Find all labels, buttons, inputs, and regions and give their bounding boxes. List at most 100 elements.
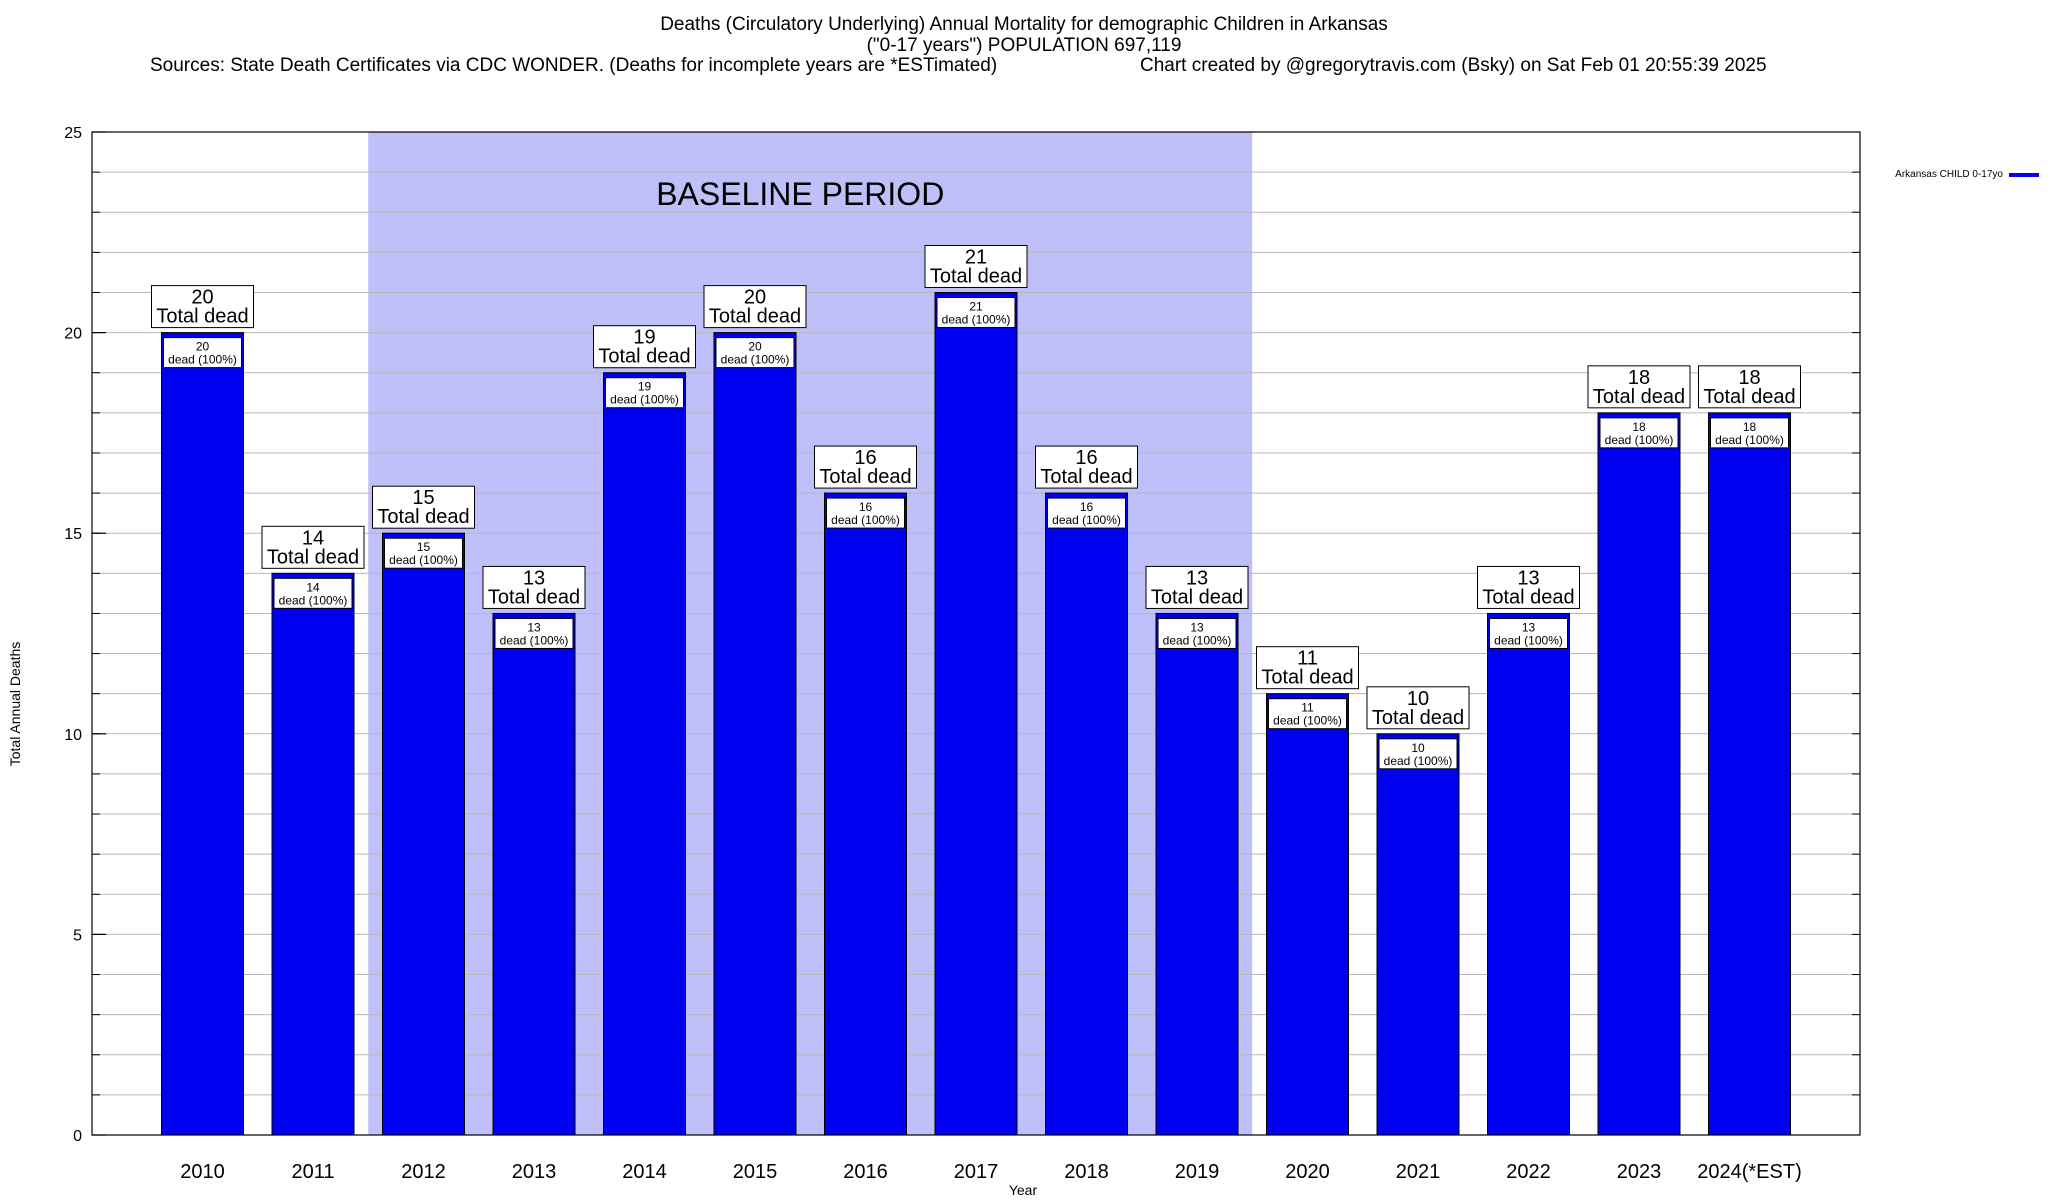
bar-inner-label: dead (100%) xyxy=(610,393,679,407)
total-value-label: 18 xyxy=(1628,367,1650,389)
bar-inner-label: dead (100%) xyxy=(721,353,790,367)
total-dead-label: Total dead xyxy=(377,506,469,528)
bar xyxy=(1155,612,1239,1136)
total-label-box xyxy=(482,565,586,609)
total-value-label: 11 xyxy=(1297,648,1318,670)
bar-inner-label-box xyxy=(1710,417,1789,449)
total-value-label: 16 xyxy=(1075,447,1097,469)
bar xyxy=(161,332,244,1136)
bar xyxy=(603,372,686,1136)
x-tick-label: 2023 xyxy=(1617,1161,1662,1183)
bar-inner-label-box xyxy=(826,497,905,529)
total-label-box xyxy=(1035,445,1138,489)
bar-inner-value: 13 xyxy=(527,620,541,634)
x-tick-label: 2014 xyxy=(622,1161,667,1183)
total-value-label: 20 xyxy=(744,287,766,309)
total-dead-label: Total dead xyxy=(1703,386,1795,408)
bar-inner-value: 13 xyxy=(1522,620,1536,634)
bar xyxy=(934,291,1018,1136)
total-label-box xyxy=(1145,565,1249,609)
bar-inner-value: 16 xyxy=(1080,500,1094,514)
bar-inner-label: dead (100%) xyxy=(279,593,348,607)
legend-label: Arkansas CHILD 0-17yo xyxy=(1895,169,2003,180)
x-tick-label: 2018 xyxy=(1064,1161,1109,1183)
x-tick-label: 2013 xyxy=(512,1161,557,1183)
x-tick-label: 2024(*EST) xyxy=(1697,1161,1802,1183)
x-tick-label: 2022 xyxy=(1506,1161,1551,1183)
bar-inner-label: dead (100%) xyxy=(942,312,1011,326)
title-line-2: ("0-17 years") POPULATION 697,119 xyxy=(866,35,1182,56)
total-value-label: 20 xyxy=(191,287,213,309)
bar-inner-label-box xyxy=(936,296,1016,328)
total-value-label: 13 xyxy=(523,567,545,589)
total-label-box xyxy=(1366,686,1470,730)
baseline-period-label: BASELINE PERIOD xyxy=(656,176,944,212)
x-tick-label: 2015 xyxy=(733,1161,778,1183)
total-dead-label: Total dead xyxy=(930,265,1022,287)
x-axis-label: Year xyxy=(1008,1182,1038,1198)
bar-inner-label: dead (100%) xyxy=(831,513,900,527)
bar xyxy=(1487,612,1570,1136)
total-dead-label: Total dead xyxy=(1372,707,1464,729)
total-value-label: 13 xyxy=(1517,567,1539,589)
legend-swatch xyxy=(2009,173,2039,177)
bar-inner-label: dead (100%) xyxy=(1715,433,1784,447)
total-value-label: 16 xyxy=(854,447,876,469)
bar xyxy=(1708,412,1791,1136)
bar xyxy=(824,492,907,1136)
x-tick-label: 2011 xyxy=(291,1161,334,1183)
credit-note: Chart created by @gregorytravis.com (Bsk… xyxy=(1140,55,1767,76)
x-tick-label: 2021 xyxy=(1396,1161,1441,1183)
bar xyxy=(1376,733,1460,1136)
bar-inner-value: 18 xyxy=(1632,420,1646,434)
total-dead-label: Total dead xyxy=(1593,386,1685,408)
total-label-box xyxy=(703,285,807,329)
total-dead-label: Total dead xyxy=(598,346,690,368)
total-dead-label: Total dead xyxy=(819,466,911,488)
bar-inner-value: 14 xyxy=(306,580,320,594)
y-tick-label: 15 xyxy=(64,526,82,543)
total-label-box xyxy=(1698,365,1801,409)
bar xyxy=(1045,492,1128,1136)
bar-inner-value: 19 xyxy=(638,380,652,394)
x-tick-label: 2010 xyxy=(180,1161,225,1183)
bar-inner-label: dead (100%) xyxy=(1494,633,1563,647)
bar-inner-label: dead (100%) xyxy=(500,633,569,647)
bar-inner-label-box xyxy=(163,337,242,369)
total-label-box xyxy=(1587,365,1691,409)
x-tick-label: 2017 xyxy=(954,1161,999,1183)
total-label-box xyxy=(814,445,917,489)
y-tick-label: 10 xyxy=(64,727,82,744)
y-tick-label: 5 xyxy=(73,927,82,944)
bar-inner-value: 20 xyxy=(748,340,762,354)
total-value-label: 18 xyxy=(1738,367,1760,389)
total-value-label: 14 xyxy=(302,527,324,549)
total-label-box xyxy=(1477,565,1580,609)
bar-inner-label-box xyxy=(605,377,684,409)
bar-inner-label-box xyxy=(1489,617,1568,649)
bar-inner-label: dead (100%) xyxy=(1384,754,1453,768)
total-value-label: 19 xyxy=(633,327,655,349)
total-label-box xyxy=(593,325,696,369)
total-label-box xyxy=(261,525,365,569)
total-label-box xyxy=(372,485,475,529)
total-dead-label: Total dead xyxy=(1261,667,1353,689)
total-dead-label: Total dead xyxy=(709,306,801,328)
bar-inner-value: 10 xyxy=(1411,741,1425,755)
total-value-label: 13 xyxy=(1186,567,1208,589)
bar-inner-label: dead (100%) xyxy=(1052,513,1121,527)
total-dead-label: Total dead xyxy=(267,546,359,568)
bar xyxy=(271,572,355,1136)
bar-inner-label: dead (100%) xyxy=(1163,633,1232,647)
bar-inner-label-box xyxy=(1157,617,1237,649)
bar-inner-label-box xyxy=(715,337,795,369)
title-line-1: Deaths (Circulatory Underlying) Annual M… xyxy=(660,14,1388,35)
bar-inner-label-box xyxy=(384,537,463,569)
x-tick-label: 2019 xyxy=(1175,1161,1220,1183)
total-dead-label: Total dead xyxy=(488,586,580,608)
bar-inner-value: 15 xyxy=(417,540,431,554)
y-tick-label: 0 xyxy=(73,1128,82,1145)
bar xyxy=(1266,693,1349,1136)
x-tick-label: 2020 xyxy=(1285,1161,1330,1183)
bar-inner-value: 11 xyxy=(1301,701,1314,715)
